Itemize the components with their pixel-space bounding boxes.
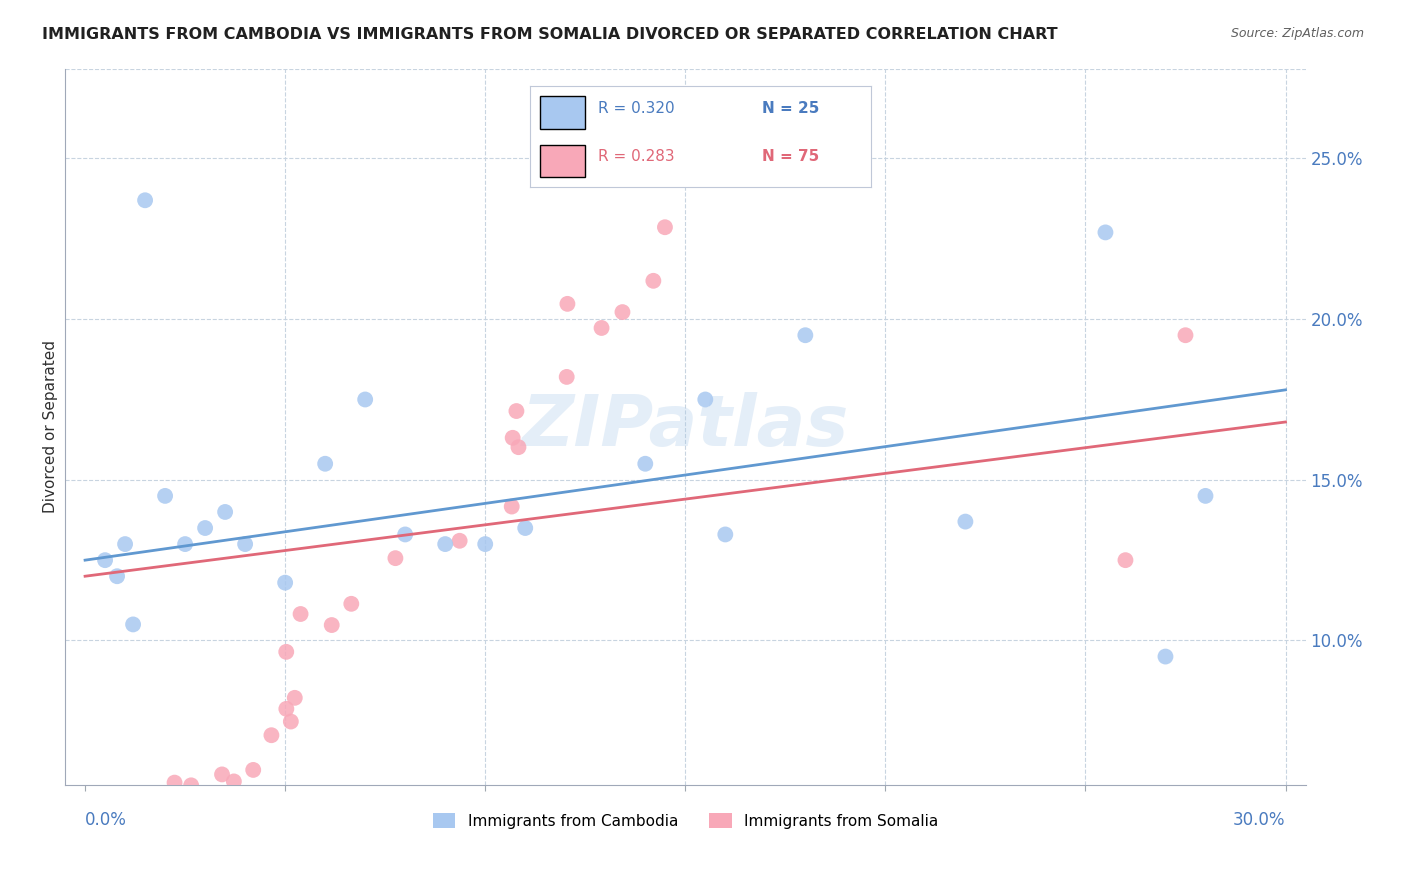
Point (290, 607, 312, 621)
Point (276, 645, 298, 659)
Point (280, 714, 302, 729)
Point (114, 537, 136, 551)
Point (228, 878, 250, 892)
Point (714, 527, 737, 541)
Point (612, 305, 634, 319)
Point (153, 489, 176, 503)
Point (747, 29, 769, 44)
Legend: Immigrants from Cambodia, Immigrants from Somalia: Immigrants from Cambodia, Immigrants fro… (426, 806, 945, 835)
Text: ZIPatlas: ZIPatlas (522, 392, 849, 461)
Point (225, 859, 247, 873)
Point (340, 597, 363, 611)
Point (122, 617, 145, 632)
Point (591, 321, 613, 335)
Point (246, 868, 269, 882)
Point (502, 431, 524, 445)
Point (163, 775, 186, 789)
Point (314, 457, 336, 471)
Point (648, 161, 671, 175)
Point (211, 767, 233, 781)
Point (214, 505, 236, 519)
Point (284, 690, 307, 705)
Point (434, 537, 457, 551)
Point (794, 328, 817, 343)
Point (105, 569, 128, 583)
Point (194, 521, 217, 535)
Point (247, 793, 270, 807)
Point (534, 158, 557, 172)
Point (449, 533, 471, 548)
Point (654, 220, 676, 235)
Point (174, 537, 197, 551)
Point (955, 515, 977, 529)
Point (276, 702, 298, 716)
Point (515, 521, 537, 535)
Point (505, 404, 527, 418)
Point (242, 763, 264, 777)
Text: 30.0%: 30.0% (1233, 811, 1285, 829)
Point (295, 814, 318, 828)
Text: Source: ZipAtlas.com: Source: ZipAtlas.com (1230, 27, 1364, 40)
Point (1194, 489, 1216, 503)
Point (1114, 553, 1136, 567)
Point (159, 890, 181, 892)
Point (557, 297, 579, 311)
Point (233, 537, 256, 551)
Point (128, 884, 150, 892)
Point (321, 618, 343, 632)
Point (200, 813, 222, 827)
Text: 0.0%: 0.0% (86, 811, 127, 829)
Point (1154, 649, 1177, 664)
Point (384, 551, 406, 566)
Text: IMMIGRANTS FROM CAMBODIA VS IMMIGRANTS FROM SOMALIA DIVORCED OR SEPARATED CORREL: IMMIGRANTS FROM CAMBODIA VS IMMIGRANTS F… (42, 27, 1057, 42)
Point (253, 814, 276, 829)
Point (180, 805, 202, 819)
Y-axis label: Divorced or Separated: Divorced or Separated (44, 341, 58, 513)
Point (1174, 328, 1197, 343)
Point (236, 857, 259, 871)
Point (501, 500, 523, 514)
Point (593, 136, 616, 150)
Point (205, 845, 228, 859)
Point (474, 537, 496, 551)
Point (555, 370, 578, 384)
Point (183, 867, 205, 881)
Point (146, 889, 169, 892)
Point (222, 774, 245, 789)
Point (134, 194, 156, 208)
Point (634, 457, 657, 471)
Point (508, 440, 530, 454)
Point (198, 878, 221, 892)
Point (260, 728, 283, 742)
Point (1094, 226, 1116, 240)
Point (772, 0, 794, 12)
Point (354, 392, 377, 407)
Point (665, 145, 688, 159)
Point (695, 392, 717, 407)
Point (180, 778, 202, 792)
Point (162, 856, 184, 871)
Point (94, 553, 117, 567)
Point (394, 527, 416, 541)
Point (636, 119, 658, 133)
Point (274, 575, 297, 590)
Point (643, 274, 665, 288)
